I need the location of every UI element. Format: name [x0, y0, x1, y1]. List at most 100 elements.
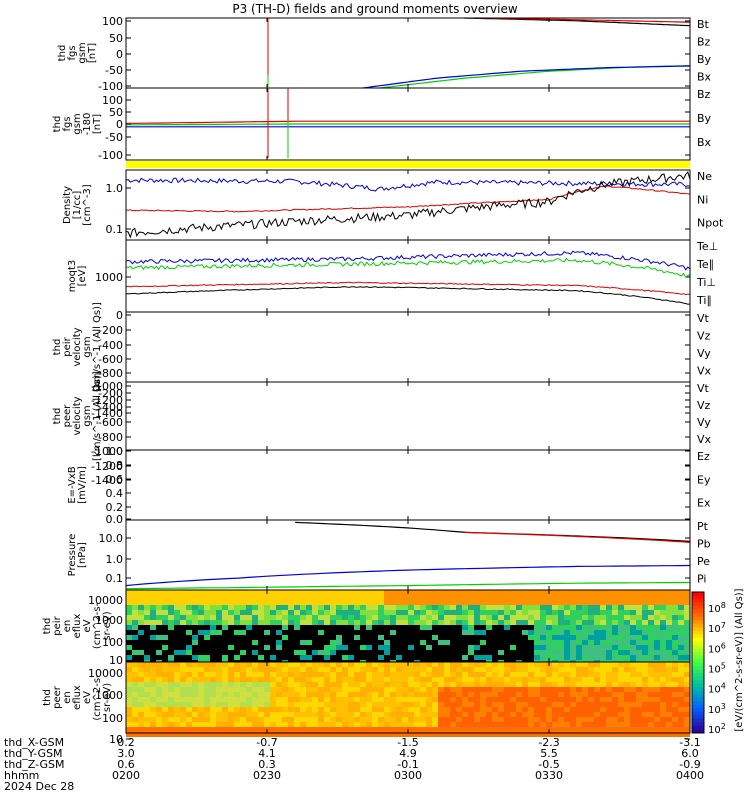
- heatmap-cell: [606, 662, 612, 667]
- colorbar-band: [692, 715, 704, 720]
- heatmap-cell: [306, 717, 312, 722]
- heatmap-cell: [420, 595, 426, 600]
- heatmap-cell: [624, 702, 630, 707]
- heatmap-cell: [468, 625, 474, 630]
- heatmap-cell: [420, 702, 426, 707]
- heatmap-cell: [504, 615, 510, 620]
- heatmap-cell: [366, 610, 372, 615]
- y-tick-label: -100: [98, 80, 123, 93]
- y-tick-label: 100: [102, 15, 123, 28]
- heatmap-cell: [384, 635, 390, 640]
- heatmap-cell: [240, 707, 246, 712]
- heatmap-cell: [378, 595, 384, 600]
- heatmap-cell: [276, 717, 282, 722]
- heatmap-cell: [582, 697, 588, 702]
- heatmap-cell: [654, 727, 660, 732]
- heatmap-cell: [540, 600, 546, 605]
- heatmap-cell: [294, 697, 300, 702]
- heatmap-cell: [396, 640, 402, 645]
- heatmap-cell: [588, 655, 594, 660]
- heatmap-cell: [204, 610, 210, 615]
- heatmap-cell: [360, 662, 366, 667]
- y-tick-label: 0.0: [106, 513, 124, 526]
- heatmap-cell: [390, 732, 396, 737]
- heatmap-cell: [138, 712, 144, 717]
- heatmap-cell: [450, 590, 456, 595]
- heatmap-cell: [492, 610, 498, 615]
- heatmap-cell: [552, 697, 558, 702]
- heatmap-cell: [672, 667, 678, 672]
- heatmap-cell: [504, 605, 510, 610]
- heatmap-cell: [624, 650, 630, 655]
- heatmap-cell: [624, 687, 630, 692]
- heatmap-cell: [564, 692, 570, 697]
- heatmap-cell: [186, 605, 192, 610]
- heatmap-cell: [414, 625, 420, 630]
- heatmap-cell: [570, 600, 576, 605]
- heatmap-cell: [378, 650, 384, 655]
- heatmap-cell: [606, 732, 612, 737]
- heatmap-cell: [666, 692, 672, 697]
- heatmap-cell: [534, 615, 540, 620]
- y-tick-label: -50: [105, 64, 123, 77]
- heatmap-cell: [462, 655, 468, 660]
- y-tick-label: 100: [102, 94, 123, 107]
- heatmap-cell: [150, 630, 156, 635]
- heatmap-cell: [174, 615, 180, 620]
- heatmap-cell: [138, 697, 144, 702]
- heatmap-cell: [582, 615, 588, 620]
- y-axis-label: sr-eV): [102, 611, 113, 640]
- heatmap-cell: [204, 600, 210, 605]
- heatmap-cell: [150, 645, 156, 650]
- heatmap-cell: [228, 672, 234, 677]
- heatmap-cell: [156, 717, 162, 722]
- y-axis-label: [mV/m]: [77, 466, 88, 504]
- heatmap-cell: [198, 692, 204, 697]
- y-tick-label: 1.0: [106, 553, 124, 566]
- heatmap-cell: [168, 615, 174, 620]
- heatmap-cell: [270, 605, 276, 610]
- heatmap-cell: [378, 702, 384, 707]
- heatmap-cell: [348, 630, 354, 635]
- heatmap-cell: [252, 687, 258, 692]
- heatmap-cell: [390, 635, 396, 640]
- heatmap-cell: [666, 707, 672, 712]
- heatmap-cell: [324, 687, 330, 692]
- heatmap-cell: [414, 727, 420, 732]
- heatmap-cell: [426, 677, 432, 682]
- heatmap-cell: [366, 717, 372, 722]
- heatmap-cell: [348, 605, 354, 610]
- heatmap-cell: [186, 645, 192, 650]
- heatmap-cell: [552, 677, 558, 682]
- heatmap-cell: [228, 717, 234, 722]
- heatmap-cell: [222, 610, 228, 615]
- heatmap-cell: [210, 635, 216, 640]
- heatmap-cell: [438, 600, 444, 605]
- heatmap-cell: [468, 682, 474, 687]
- heatmap-cell: [252, 620, 258, 625]
- heatmap-cell: [336, 655, 342, 660]
- heatmap-cell: [618, 712, 624, 717]
- heatmap-cell: [660, 712, 666, 717]
- heatmap-cell: [612, 620, 618, 625]
- heatmap-cell: [288, 702, 294, 707]
- heatmap-cell: [498, 707, 504, 712]
- heatmap-cell: [666, 732, 672, 737]
- heatmap-cell: [192, 707, 198, 712]
- heatmap-cell: [180, 610, 186, 615]
- heatmap-cell: [168, 677, 174, 682]
- heatmap-cell: [546, 717, 552, 722]
- legend-entry: Pt: [697, 520, 709, 533]
- heatmap-cell: [252, 640, 258, 645]
- y-tick-label: 1000: [95, 614, 123, 627]
- heatmap-cell: [264, 645, 270, 650]
- heatmap-cell: [372, 595, 378, 600]
- heatmap-cell: [228, 662, 234, 667]
- ephemeris-value: -0.5: [538, 758, 559, 771]
- heatmap-cell: [198, 682, 204, 687]
- heatmap-cell: [186, 640, 192, 645]
- heatmap-cell: [678, 590, 684, 595]
- heatmap-cell: [204, 727, 210, 732]
- heatmap-cell: [234, 707, 240, 712]
- heatmap-cell: [174, 717, 180, 722]
